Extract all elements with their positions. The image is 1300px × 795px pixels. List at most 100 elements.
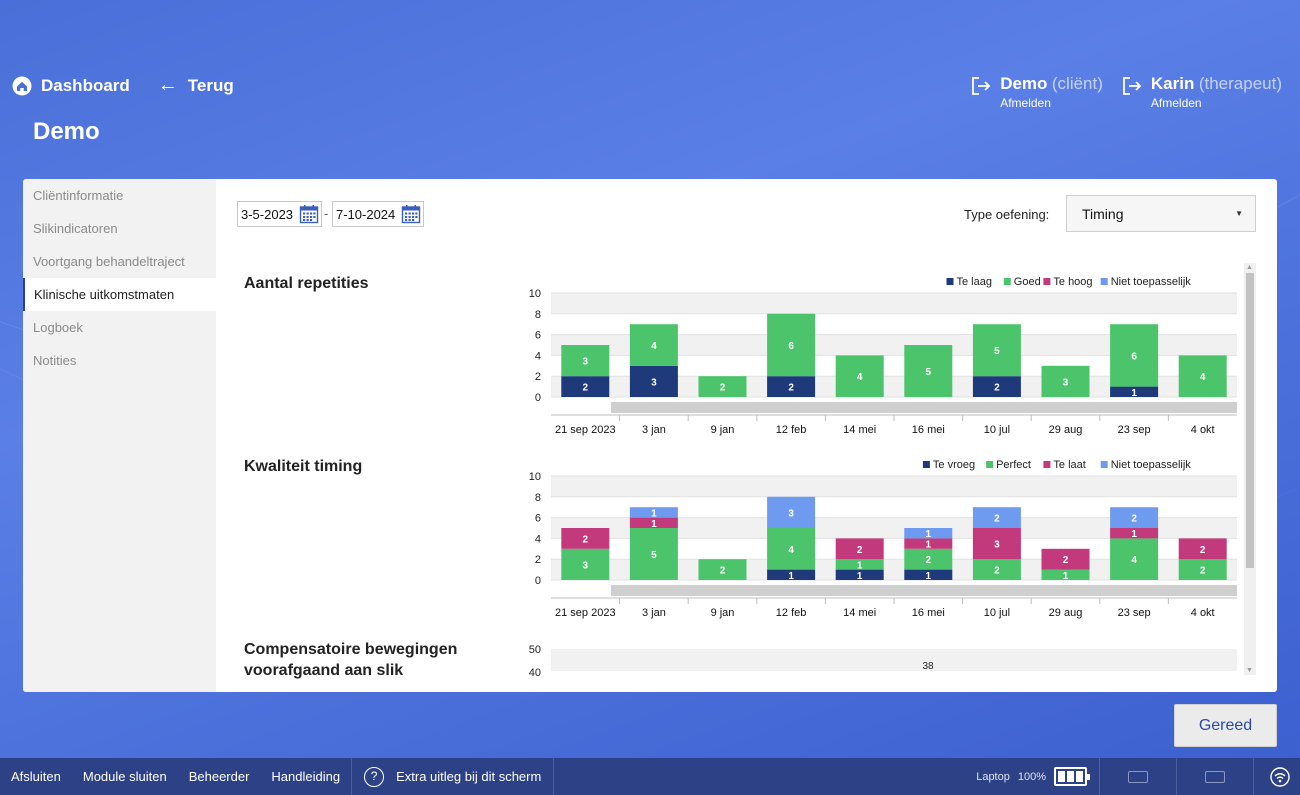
data-label: 1 — [651, 508, 657, 519]
data-label: 2 — [583, 534, 589, 545]
exercise-type-select[interactable]: Timing ▼ — [1066, 195, 1256, 232]
wifi-icon[interactable] — [1270, 766, 1290, 787]
page-title: Demo — [33, 118, 100, 145]
sidebar-item-client-info[interactable]: Cliëntinformatie — [33, 188, 124, 203]
scroll-thumb[interactable] — [1246, 273, 1254, 568]
y-tick-label: 2 — [535, 371, 541, 383]
therapist-name: Karin — [1150, 74, 1195, 93]
therapist-session[interactable]: Karin (therapeut) Afmelden — [1121, 74, 1282, 110]
legend-swatch — [922, 461, 930, 468]
sidebar-item-logbook[interactable]: Logboek — [33, 320, 83, 335]
data-label: 2 — [994, 566, 1000, 577]
back-label: Terug — [187, 75, 234, 95]
y-tick-label: 8 — [535, 309, 541, 321]
divider — [351, 758, 353, 795]
bar-segment — [561, 376, 610, 397]
content-scrollbar[interactable]: ▲ ▼ — [1244, 263, 1256, 675]
data-label: 2 — [1063, 555, 1069, 566]
data-label: 4 — [788, 545, 794, 556]
sidebar-item-clinical-outcomes[interactable]: Klinische uitkomstmaten — [23, 278, 216, 311]
bar-segment — [561, 528, 610, 549]
x-tick-label: 29 aug — [1049, 607, 1083, 619]
legend-label: Te hoog — [1053, 276, 1092, 288]
data-label: 3 — [994, 540, 1000, 551]
x-scroll-strip — [611, 585, 1237, 596]
close-app-button[interactable]: Afsluiten — [11, 769, 61, 784]
data-label: 1 — [926, 540, 932, 551]
x-tick-label: 9 jan — [711, 424, 735, 436]
grid-band — [551, 649, 1237, 671]
data-label: 2 — [788, 383, 794, 394]
bar-segment — [629, 324, 678, 366]
bar-segment — [1178, 355, 1227, 397]
client-session[interactable]: Demo (cliënt) Afmelden — [970, 74, 1103, 110]
bar-segment — [972, 376, 1021, 397]
bar-segment — [972, 507, 1021, 528]
battery-percent: 100% — [1017, 770, 1046, 783]
dashboard-link[interactable]: Dashboard — [12, 76, 130, 96]
y-tick-label: 50 — [529, 644, 541, 656]
data-label: 2 — [720, 566, 726, 577]
bar-segment — [904, 345, 953, 397]
grid-band — [551, 293, 1237, 314]
bar-segment — [1110, 528, 1159, 539]
divider — [1253, 758, 1254, 795]
grid-band — [551, 476, 1237, 497]
bar-segment — [1110, 507, 1159, 528]
x-tick-label: 29 aug — [1049, 424, 1083, 436]
data-label: 4 — [1131, 555, 1137, 566]
bar-segment — [835, 569, 884, 580]
x-tick-label: 12 feb — [776, 424, 807, 436]
client-name: Demo — [1000, 74, 1048, 93]
back-link[interactable]: ← Terug — [158, 74, 234, 97]
date-from-field[interactable]: 3-5-2023 — [237, 201, 323, 227]
therapist-logout-link[interactable]: Afmelden — [1150, 96, 1202, 110]
bar-segment — [629, 365, 678, 397]
legend-label: Te laag — [957, 276, 992, 288]
data-label: 2 — [1200, 566, 1206, 577]
client-logout-link[interactable]: Afmelden — [1000, 96, 1051, 110]
help-icon: ? — [364, 766, 385, 787]
bar-segment — [1041, 365, 1090, 397]
data-label: 4 — [1200, 372, 1206, 383]
data-label: 1 — [651, 519, 657, 530]
manual-button[interactable]: Handleiding — [271, 769, 341, 784]
divider — [553, 758, 555, 795]
sidebar-item-swallow-indicators[interactable]: Slikindicatoren — [33, 221, 118, 236]
x-tick-label: 23 sep — [1118, 607, 1151, 619]
data-label: 1 — [1131, 529, 1137, 540]
legend-swatch — [1003, 278, 1011, 285]
data-label: 2 — [720, 383, 726, 394]
section-title-timing-quality: Kwaliteit timing — [244, 458, 363, 475]
legend-label: Te vroeg — [933, 459, 975, 471]
chart-timing-quality: 0 2 4 6 8 10 21 sep 2023 3 2 3 jan 5 1 1 9 jan 2 12 feb… — [493, 458, 1246, 633]
bar-segment — [629, 507, 678, 518]
done-button[interactable]: Gereed — [1174, 704, 1277, 747]
chart-repetitions: 0 2 4 6 8 10 21 sep 2023 2 3 3 jan 3 4 9 jan 2 12 feb 2… — [516, 275, 1246, 450]
bar-segment — [835, 559, 884, 570]
close-module-button[interactable]: Module sluiten — [82, 769, 167, 784]
sidebar-item-notes[interactable]: Notities — [33, 353, 77, 368]
bar-segment — [767, 376, 816, 397]
scroll-down-icon[interactable]: ▼ — [1246, 667, 1253, 674]
bar-segment — [835, 355, 884, 397]
x-tick-label: 4 okt — [1191, 424, 1215, 436]
user-sessions: Demo (cliënt) Afmelden Karin (therapeut)… — [970, 74, 1300, 110]
date-to-field[interactable]: 7-10-2024 — [332, 201, 425, 227]
bar-segment — [767, 528, 816, 570]
calendar-icon[interactable] — [401, 204, 421, 224]
data-label: 5 — [651, 550, 657, 561]
bar-segment — [698, 559, 747, 580]
sidebar-item-treatment-progress[interactable]: Voortgang behandeltraject — [33, 254, 185, 269]
chart-compensatory: 50 40 38 — [516, 641, 1246, 692]
data-label: 2 — [926, 555, 932, 566]
data-label: 3 — [651, 377, 657, 388]
calendar-icon[interactable] — [299, 204, 319, 224]
scroll-up-icon[interactable]: ▲ — [1246, 264, 1253, 271]
help-button[interactable]: ? Extra uitleg bij dit scherm — [352, 766, 553, 787]
divider — [1176, 758, 1177, 795]
admin-button[interactable]: Beheerder — [188, 769, 250, 784]
data-label: 3 — [1063, 377, 1069, 388]
bar-segment — [904, 569, 953, 580]
